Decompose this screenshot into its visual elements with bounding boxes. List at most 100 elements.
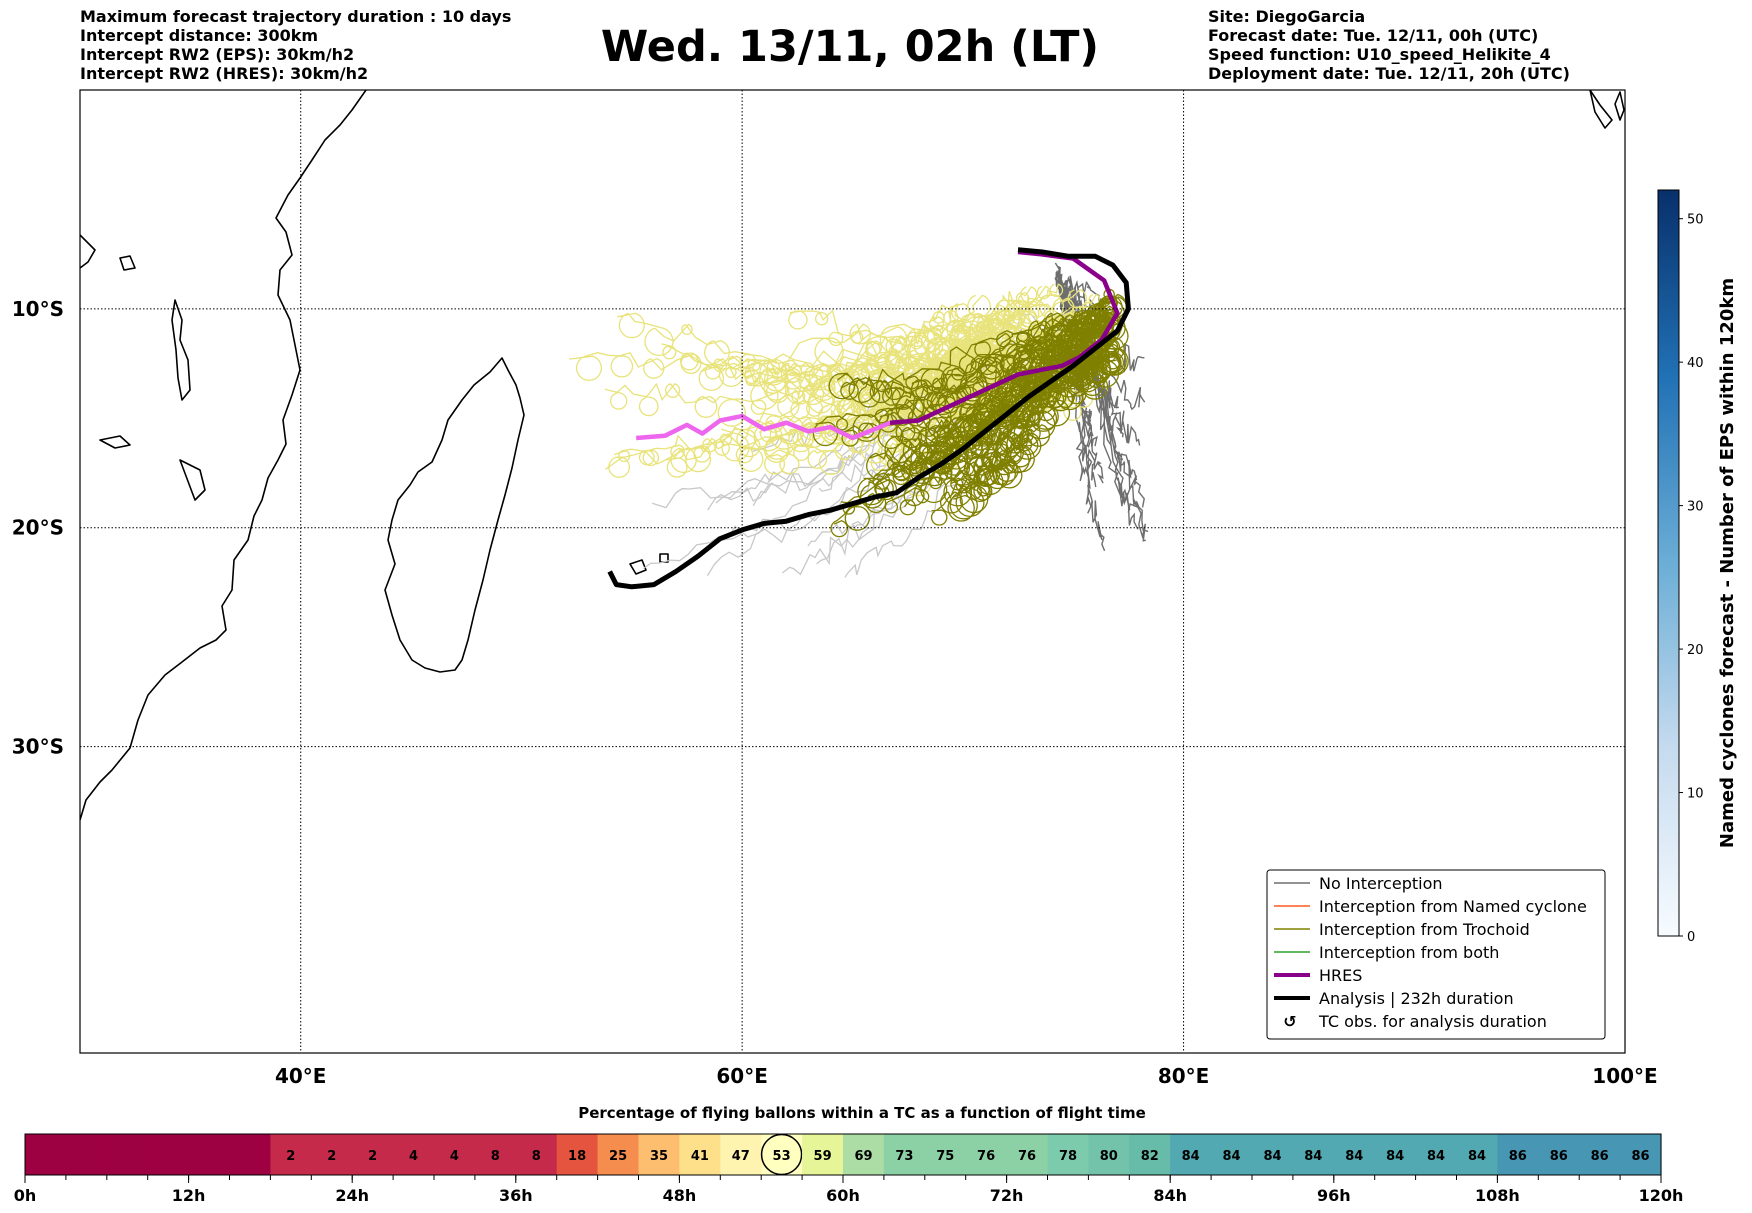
flight-time-cell — [106, 1134, 149, 1175]
flight-time-cell — [1456, 1134, 1498, 1175]
header-line: Intercept distance: 300km — [80, 26, 319, 45]
flight-time-cell-value: 84 — [1427, 1149, 1445, 1164]
analysis-track — [607, 247, 1131, 590]
flight-time-cell — [1088, 1134, 1130, 1175]
header-line: Site: DiegoGarcia — [1208, 7, 1366, 26]
colorbar-tick-label: 50 — [1687, 213, 1704, 228]
x-tick-label: 40°E — [275, 1064, 327, 1088]
flight-time-cell-value: 69 — [854, 1149, 872, 1164]
flight-time-tick-label: 12h — [172, 1186, 206, 1205]
flight-time-cell — [679, 1134, 721, 1175]
flight-time-cell — [802, 1134, 844, 1175]
flight-time-tick-label: 120h — [1639, 1186, 1684, 1205]
legend-label: Interception from both — [1319, 943, 1499, 962]
colorbar-scale — [1657, 189, 1680, 937]
flight-time-cell — [1497, 1134, 1539, 1175]
flight-time-cell — [1538, 1134, 1580, 1175]
flight-time-cell — [1170, 1134, 1212, 1175]
y-tick-label: 20°S — [12, 516, 64, 540]
flight-time-cell-value: 84 — [1345, 1149, 1363, 1164]
flight-time-cell — [474, 1134, 517, 1175]
flight-time-cell-value: 8 — [532, 1149, 541, 1164]
flight-time-cell — [1292, 1134, 1335, 1175]
flight-time-tick-label: 96h — [1317, 1186, 1351, 1205]
flight-time-cell — [25, 1134, 67, 1175]
flight-time-cell — [311, 1134, 353, 1175]
flight-time-cell-value: 2 — [327, 1149, 336, 1164]
legend-box — [1266, 869, 1606, 1040]
flight-time-cell-value: 86 — [1591, 1149, 1609, 1164]
flight-time-cell — [352, 1134, 394, 1175]
tc-obs-marker: ↺ — [732, 502, 749, 526]
flight-time-cell-value: 82 — [1141, 1149, 1159, 1164]
hres-track-early — [636, 413, 891, 441]
legend-label: HRES — [1319, 966, 1362, 985]
flight-time-cell-value: 41 — [691, 1149, 709, 1164]
flight-time-cell-value: 25 — [609, 1149, 627, 1164]
flight-time-cell — [1252, 1134, 1294, 1175]
flight-time-bar-title: Percentage of flying ballons within a TC… — [578, 1104, 1146, 1122]
flight-time-cell-value: 84 — [1182, 1149, 1200, 1164]
flight-time-cell-value: 78 — [1059, 1149, 1077, 1164]
flight-time-cell-value: 2 — [286, 1149, 295, 1164]
chart-title: Wed. 13/11, 02h (LT) — [600, 22, 1100, 72]
flight-time-cell — [843, 1134, 885, 1175]
flight-time-cell — [638, 1134, 680, 1175]
coastline — [80, 90, 1625, 821]
flight-time-cell-value: 84 — [1263, 1149, 1281, 1164]
colorbar-tick-label: 30 — [1687, 500, 1704, 515]
legend: No Interception Interception from Named c… — [1266, 869, 1606, 1040]
flight-time-tick-label: 84h — [1153, 1186, 1187, 1205]
flight-time-cell — [65, 1134, 108, 1175]
flight-time-cell — [1129, 1134, 1171, 1175]
flight-time-bar: Percentage of flying ballons within a TC… — [14, 1104, 1684, 1205]
flight-time-tick-label: 36h — [499, 1186, 533, 1205]
flight-time-cell-value: 84 — [1304, 1149, 1322, 1164]
flight-time-cell-value: 8 — [491, 1149, 500, 1164]
flight-time-cell-value: 86 — [1550, 1149, 1568, 1164]
legend-label: No Interception — [1319, 874, 1443, 893]
x-tick-label: 100°E — [1592, 1064, 1657, 1088]
flight-time-cell-value: 75 — [936, 1149, 954, 1164]
flight-time-cell — [147, 1134, 190, 1175]
flight-time-tick-label: 48h — [663, 1186, 697, 1205]
flight-time-cell-value: 80 — [1100, 1149, 1118, 1164]
flight-time-cell-value: 84 — [1222, 1149, 1240, 1164]
flight-time-cell — [1047, 1134, 1089, 1175]
flight-time-cell — [965, 1134, 1008, 1175]
flight-time-cell-value: 18 — [568, 1149, 586, 1164]
flight-time-cell — [1333, 1134, 1376, 1175]
map-frame — [79, 89, 1626, 1054]
colorbar: 0 10 20 30 40 50 Named cyclones forecast - Num… — [1657, 189, 1738, 945]
flight-time-cell — [434, 1134, 476, 1175]
legend-marker: ↺ — [1283, 1012, 1296, 1031]
x-tick-label: 60°E — [716, 1064, 768, 1088]
flight-time-cell — [1374, 1134, 1417, 1175]
flight-time-cell-value: 47 — [732, 1149, 750, 1164]
colorbar-tick-label: 20 — [1687, 643, 1704, 658]
flight-time-cell — [924, 1134, 967, 1175]
colorbar-label: Named cyclones forecast - Number of EPS … — [1717, 278, 1738, 848]
flight-time-cell — [229, 1134, 271, 1175]
flight-time-tick-label: 108h — [1475, 1186, 1520, 1205]
header-line: Intercept RW2 (EPS): 30km/h2 — [80, 45, 355, 64]
flight-time-cell — [515, 1134, 558, 1175]
map-grid — [80, 90, 1625, 1053]
trochoid-track — [959, 347, 1127, 514]
flight-time-cell — [1579, 1134, 1621, 1175]
flight-time-tick-label: 0h — [14, 1186, 37, 1205]
header-line: Forecast date: Tue. 12/11, 00h (UTC) — [1208, 26, 1539, 45]
flight-time-cell — [883, 1134, 926, 1175]
legend-label: Interception from Named cyclone — [1319, 897, 1587, 916]
header-line: Deployment date: Tue. 12/11, 20h (UTC) — [1208, 64, 1570, 83]
flight-time-tick-label: 24h — [335, 1186, 369, 1205]
colorbar-tick-label: 10 — [1687, 787, 1704, 802]
y-tick-label: 10°S — [12, 297, 64, 321]
y-tick-label: 30°S — [12, 735, 64, 759]
flight-time-cell-value: 86 — [1509, 1149, 1527, 1164]
legend-label: Interception from Trochoid — [1319, 920, 1530, 939]
flight-time-cell-value: 86 — [1631, 1149, 1649, 1164]
flight-time-cell-value: 4 — [409, 1149, 418, 1164]
hres-track — [889, 249, 1120, 425]
